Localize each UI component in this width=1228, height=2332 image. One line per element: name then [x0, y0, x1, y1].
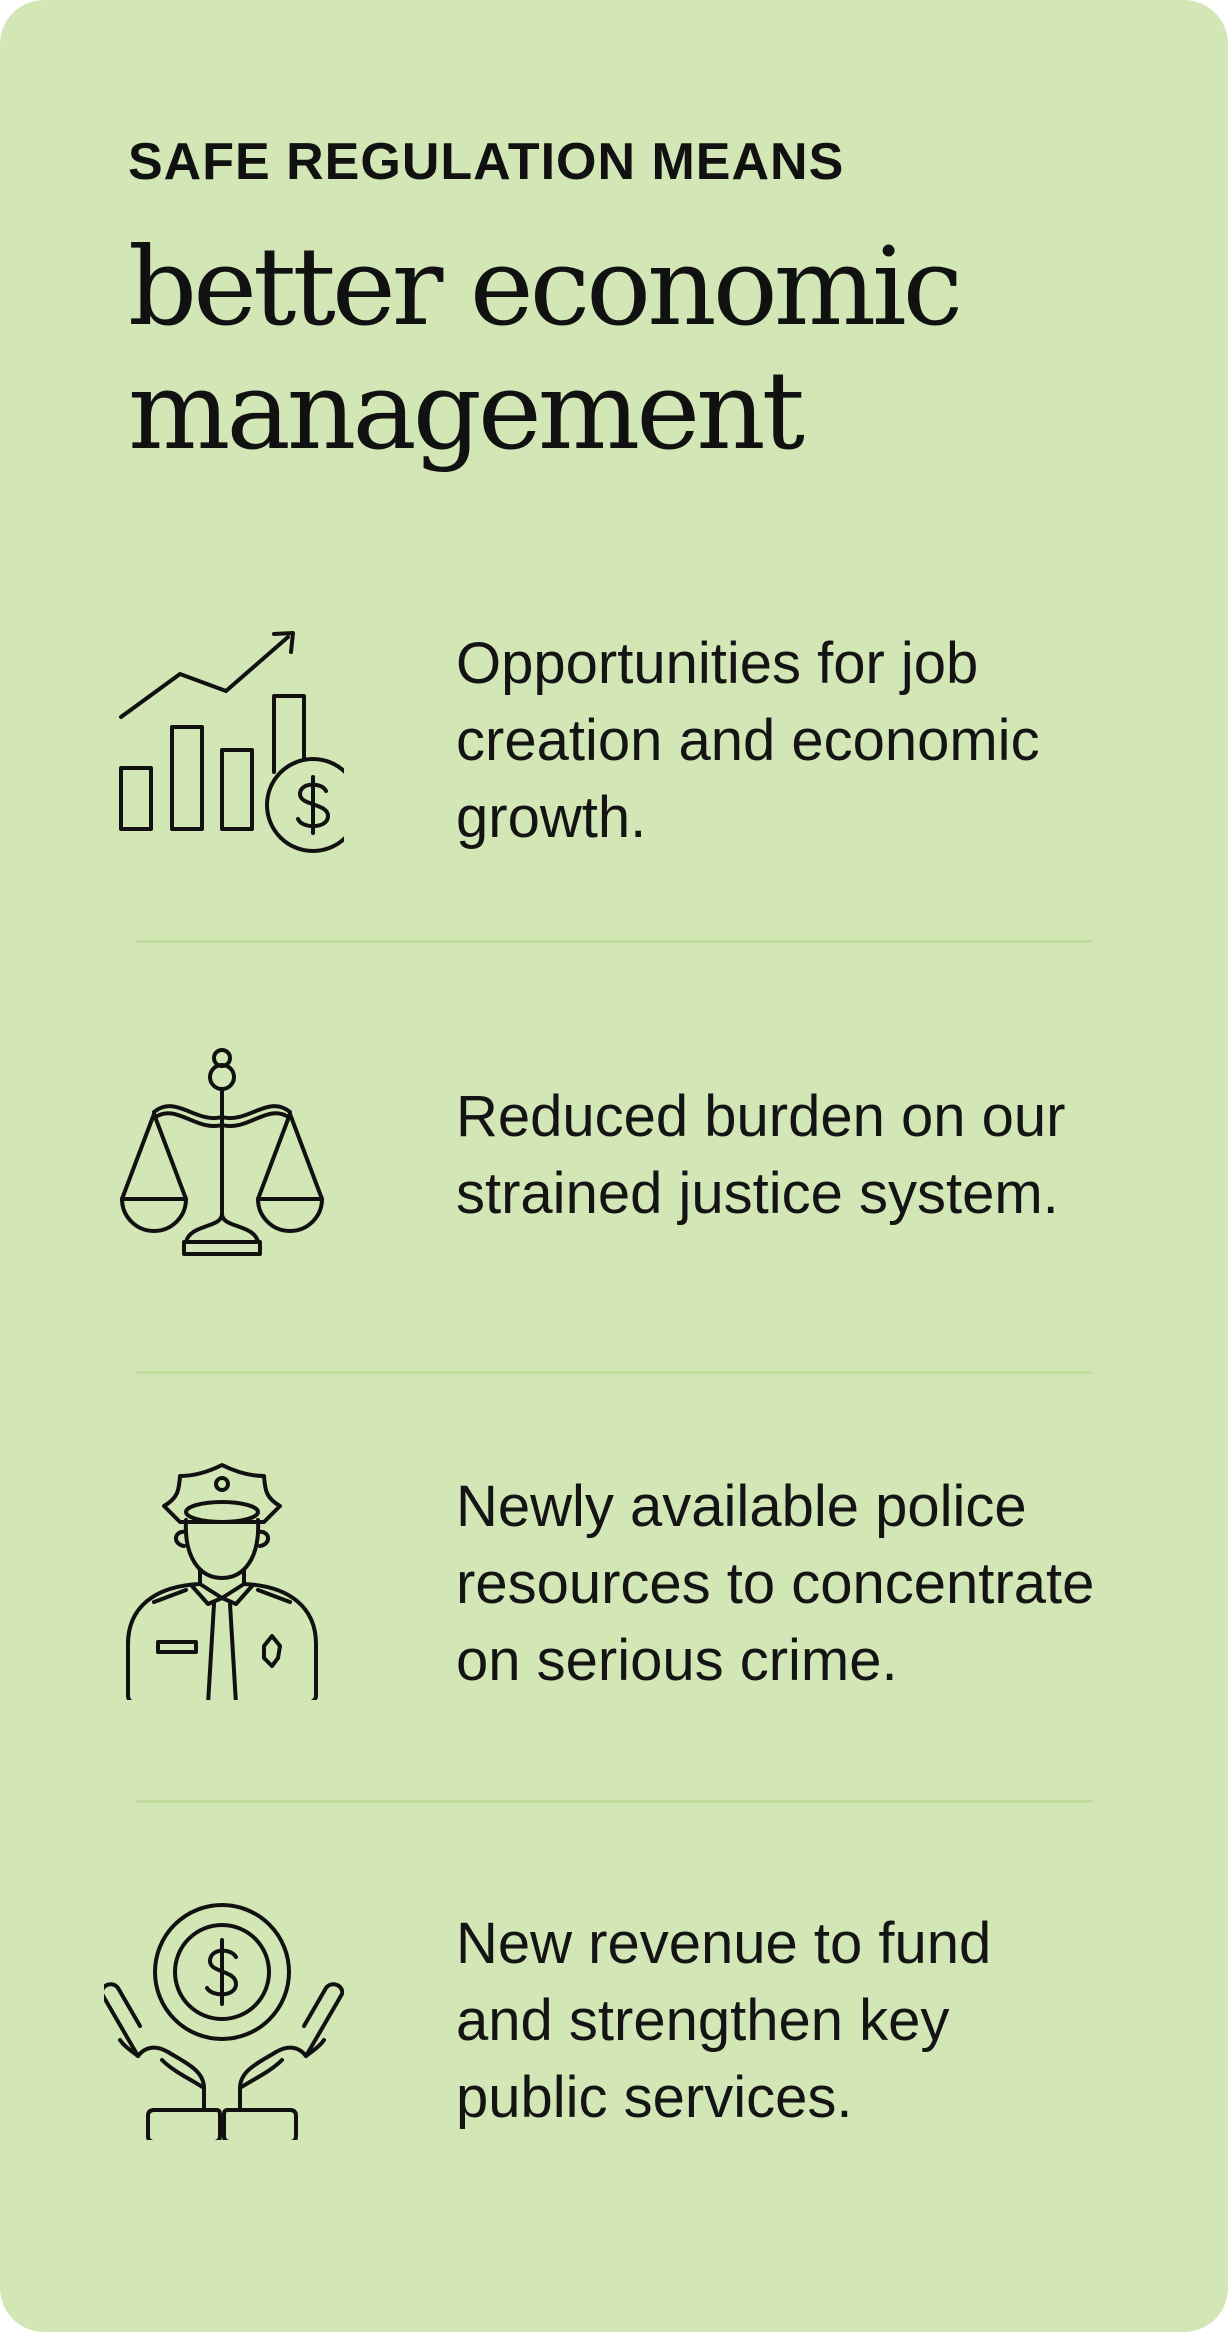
- item-line: on serious crime.: [456, 1628, 898, 1693]
- item-line: resources to concentrate: [456, 1551, 1095, 1616]
- headline-line: better economic: [128, 225, 963, 350]
- justice-scales-icon: [104, 1042, 344, 1282]
- growth-chart-dollar-icon: [104, 620, 344, 860]
- eyebrow-title: SAFE REGULATION MEANS: [128, 133, 845, 191]
- item-line: public services.: [456, 2065, 853, 2130]
- item-line: Reduced burden on our: [456, 1084, 1066, 1149]
- police-officer-icon: [104, 1460, 344, 1700]
- divider: [136, 1371, 1092, 1374]
- item-line: growth.: [456, 785, 647, 850]
- item-text: New revenue to fund and strengthen key p…: [456, 1905, 1156, 2136]
- item-line: strained justice system.: [456, 1161, 1059, 1226]
- item-line: New revenue to fund: [456, 1911, 992, 1976]
- item-text: Reduced burden on our strained justice s…: [456, 1078, 1156, 1232]
- item-line: Opportunities for job: [456, 631, 979, 696]
- headline-line: management: [128, 349, 805, 474]
- item-text: Opportunities for job creation and econo…: [456, 625, 1156, 856]
- item-line: creation and economic: [456, 708, 1040, 773]
- divider: [136, 940, 1092, 943]
- hands-coin-icon: [104, 1900, 344, 2140]
- divider: [136, 1800, 1092, 1803]
- item-line: and strengthen key: [456, 1988, 950, 2053]
- item-line: Newly available police: [456, 1474, 1027, 1539]
- item-text: Newly available police resources to conc…: [456, 1468, 1156, 1699]
- headline: better economic management: [128, 226, 1128, 474]
